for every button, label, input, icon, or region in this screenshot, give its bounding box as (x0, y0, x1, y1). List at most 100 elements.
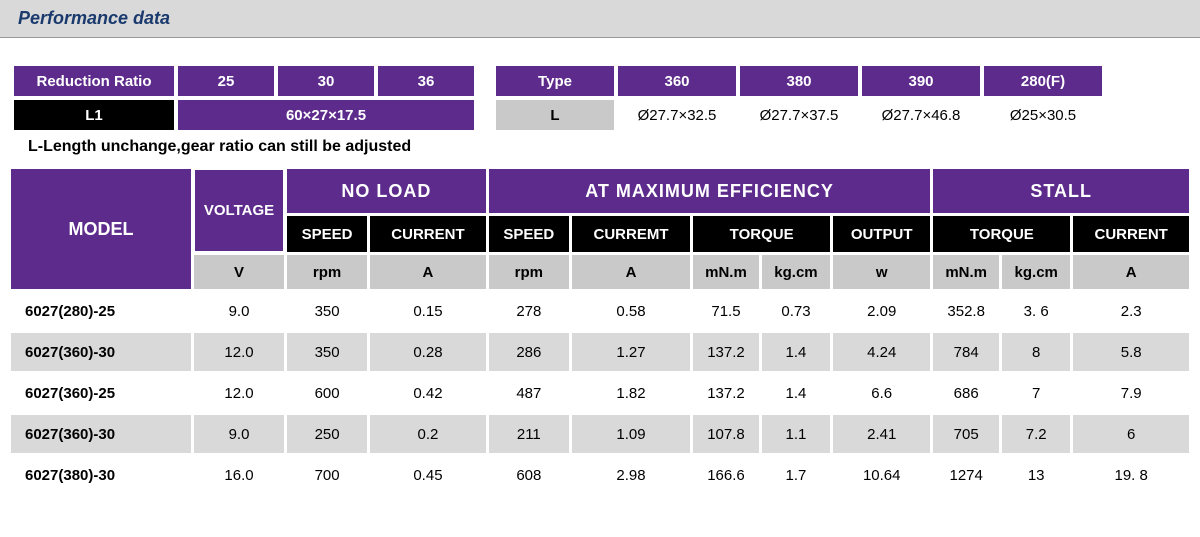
cell-value: 13 (1002, 456, 1070, 494)
cell-value: 12.0 (194, 333, 284, 371)
top-tables: Reduction Ratio 25 30 36 L1 60×27×17.5 T… (10, 62, 1190, 134)
cell-model: 6027(360)-25 (11, 374, 191, 412)
cell-value: 0.28 (370, 333, 486, 371)
hdr-stall: STALL (933, 169, 1189, 213)
cell-value: 137.2 (693, 374, 759, 412)
cell-value: 166.6 (693, 456, 759, 494)
cell-value: 5.8 (1073, 333, 1189, 371)
cell-value: 608 (489, 456, 569, 494)
table-body: 6027(280)-259.03500.152780.5871.50.732.0… (11, 292, 1189, 494)
unit-nl-a: A (370, 255, 486, 289)
cell-value: 784 (933, 333, 999, 371)
cell-model: 6027(280)-25 (11, 292, 191, 330)
type-val-3: 280(F) (984, 66, 1102, 96)
cell-value: 10.64 (833, 456, 930, 494)
cell-value: 9.0 (194, 415, 284, 453)
cell-value: 286 (489, 333, 569, 371)
cell-value: 350 (287, 333, 367, 371)
unit-me-kgcm: kg.cm (762, 255, 830, 289)
cell-value: 8 (1002, 333, 1070, 371)
cell-value: 211 (489, 415, 569, 453)
hdr-nl-current: CURRENT (370, 216, 486, 252)
cell-value: 4.24 (833, 333, 930, 371)
cell-value: 16.0 (194, 456, 284, 494)
cell-value: 3. 6 (1002, 292, 1070, 330)
unit-st-mnm: mN.m (933, 255, 999, 289)
cell-model: 6027(360)-30 (11, 415, 191, 453)
unit-me-mnm: mN.m (693, 255, 759, 289)
l-label: L (496, 100, 614, 130)
unit-st-a: A (1073, 255, 1189, 289)
hdr-model: MODEL (11, 169, 191, 289)
ratio-val-0: 25 (178, 66, 274, 96)
type-table: Type 360 380 390 280(F) L Ø27.7×32.5 Ø27… (492, 62, 1106, 134)
hdr-me-torque: TORQUE (693, 216, 830, 252)
hdr-voltage: VOLTAGE (194, 169, 284, 252)
cell-value: 487 (489, 374, 569, 412)
cell-value: 7.9 (1073, 374, 1189, 412)
cell-value: 278 (489, 292, 569, 330)
header-bar: Performance data (0, 0, 1200, 38)
cell-value: 1.09 (572, 415, 690, 453)
cell-value: 686 (933, 374, 999, 412)
page-title: Performance data (18, 8, 170, 28)
cell-value: 7.2 (1002, 415, 1070, 453)
ratio-val-1: 30 (278, 66, 374, 96)
hdr-st-current: CURRENT (1073, 216, 1189, 252)
note-text: L-Length unchange,gear ratio can still b… (28, 138, 1190, 156)
unit-st-kgcm: kg.cm (1002, 255, 1070, 289)
table-row: 6027(360)-3012.03500.282861.27137.21.44.… (11, 333, 1189, 371)
cell-value: 2.09 (833, 292, 930, 330)
type-label: Type (496, 66, 614, 96)
cell-value: 7 (1002, 374, 1070, 412)
table-row: 6027(360)-2512.06000.424871.82137.21.46.… (11, 374, 1189, 412)
type-val-0: 360 (618, 66, 736, 96)
cell-value: 1.1 (762, 415, 830, 453)
type-val-1: 380 (740, 66, 858, 96)
cell-value: 19. 8 (1073, 456, 1189, 494)
cell-value: 0.45 (370, 456, 486, 494)
hdr-nl-speed: SPEED (287, 216, 367, 252)
hdr-me-output: OUTPUT (833, 216, 930, 252)
cell-value: 1274 (933, 456, 999, 494)
cell-value: 2.3 (1073, 292, 1189, 330)
cell-value: 0.58 (572, 292, 690, 330)
cell-value: 705 (933, 415, 999, 453)
unit-nl-rpm: rpm (287, 255, 367, 289)
performance-table: MODEL VOLTAGE NO LOAD AT MAXIMUM EFFICIE… (8, 166, 1192, 497)
cell-value: 12.0 (194, 374, 284, 412)
hdr-me-speed: SPEED (489, 216, 569, 252)
unit-me-w: w (833, 255, 930, 289)
cell-value: 71.5 (693, 292, 759, 330)
cell-model: 6027(380)-30 (11, 456, 191, 494)
cell-value: 0.42 (370, 374, 486, 412)
cell-value: 137.2 (693, 333, 759, 371)
cell-value: 2.98 (572, 456, 690, 494)
cell-value: 0.2 (370, 415, 486, 453)
type-val-2: 390 (862, 66, 980, 96)
l-val-1: Ø27.7×37.5 (740, 100, 858, 130)
cell-value: 1.82 (572, 374, 690, 412)
unit-v: V (194, 255, 284, 289)
cell-value: 700 (287, 456, 367, 494)
unit-me-a: A (572, 255, 690, 289)
cell-value: 1.4 (762, 374, 830, 412)
l-val-0: Ø27.7×32.5 (618, 100, 736, 130)
table-row: 6027(380)-3016.07000.456082.98166.61.710… (11, 456, 1189, 494)
ratio-label: Reduction Ratio (14, 66, 174, 96)
table-row: 6027(360)-309.02500.22111.09107.81.12.41… (11, 415, 1189, 453)
cell-value: 0.15 (370, 292, 486, 330)
l1-label: L1 (14, 100, 174, 130)
cell-value: 9.0 (194, 292, 284, 330)
hdr-me-curremt: CURREMT (572, 216, 690, 252)
cell-value: 2.41 (833, 415, 930, 453)
cell-value: 6.6 (833, 374, 930, 412)
hdr-st-torque: TORQUE (933, 216, 1070, 252)
table-row: 6027(280)-259.03500.152780.5871.50.732.0… (11, 292, 1189, 330)
unit-me-rpm: rpm (489, 255, 569, 289)
cell-value: 107.8 (693, 415, 759, 453)
reduction-ratio-table: Reduction Ratio 25 30 36 L1 60×27×17.5 (10, 62, 478, 134)
cell-value: 352.8 (933, 292, 999, 330)
cell-value: 600 (287, 374, 367, 412)
l-val-2: Ø27.7×46.8 (862, 100, 980, 130)
